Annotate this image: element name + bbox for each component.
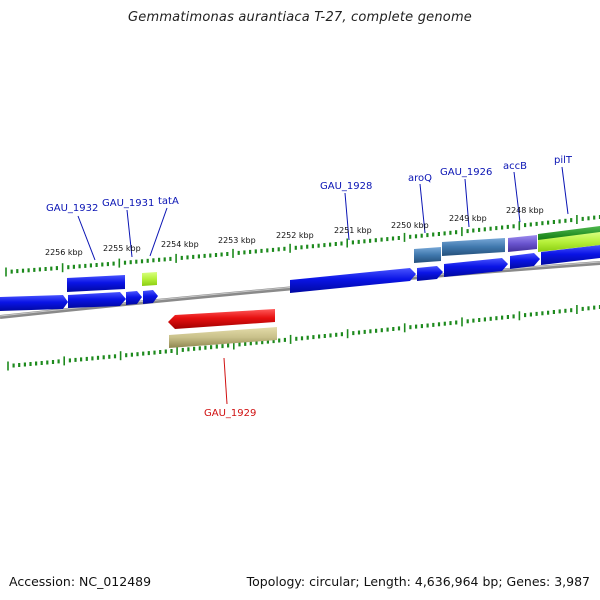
scale-ticks-lower	[7, 305, 600, 371]
accession-text: Accession: NC_012489	[9, 574, 152, 589]
forward-strand-genes	[0, 226, 600, 311]
gene-arrow[interactable]	[510, 253, 540, 269]
callout-line	[419, 183, 426, 234]
callout-line	[513, 171, 521, 223]
gene-label-accb[interactable]: accB	[503, 161, 527, 172]
gene-arrow[interactable]	[290, 268, 416, 293]
gene-box[interactable]	[442, 238, 505, 256]
gene-arrow[interactable]	[0, 295, 68, 311]
gene-label-tata[interactable]: tatA	[158, 196, 179, 207]
genome-summary-text: Topology: circular; Length: 4,636,964 bp…	[246, 574, 590, 589]
scale-label: 2249 kbp	[449, 214, 487, 223]
gene-label-gau-1928[interactable]: GAU_1928	[320, 181, 372, 192]
gene-label-gau-1932[interactable]: GAU_1932	[46, 203, 98, 214]
callout-line	[126, 209, 133, 258]
scale-labels: 2256 kbp 2255 kbp 2254 kbp 2253 kbp 2252…	[45, 206, 544, 257]
gene-label-gau-1929[interactable]: GAU_1929	[204, 408, 256, 419]
callout-line	[344, 192, 350, 241]
scale-label: 2256 kbp	[45, 248, 83, 257]
gene-label-pilt[interactable]: pilT	[554, 155, 573, 166]
gene-box[interactable]	[67, 275, 125, 292]
reverse-strand-genes	[168, 309, 277, 348]
gene-box[interactable]	[508, 235, 537, 252]
gene-label-aroq[interactable]: aroQ	[408, 173, 432, 184]
gene-callouts	[77, 166, 569, 405]
callout-line	[223, 357, 228, 405]
gene-label-gau-1931[interactable]: GAU_1931	[102, 198, 154, 209]
scale-label: 2254 kbp	[161, 240, 199, 249]
gene-label-gau-1926[interactable]: GAU_1926	[440, 167, 492, 178]
gene-arrow[interactable]	[126, 291, 142, 305]
gene-box[interactable]	[142, 272, 157, 286]
gene-arrow[interactable]	[68, 292, 126, 308]
scale-label: 2248 kbp	[506, 206, 544, 215]
scale-label: 2250 kbp	[391, 221, 429, 230]
gene-arrow[interactable]	[541, 245, 600, 265]
gene-arrow[interactable]	[143, 290, 158, 304]
gene-labels: GAU_1932 GAU_1931 tatA GAU_1928 aroQ GAU…	[46, 155, 573, 419]
gene-arrow-reverse[interactable]	[168, 309, 275, 329]
scale-label: 2255 kbp	[103, 244, 141, 253]
scale-ticks-upper	[5, 215, 600, 277]
callout-line	[561, 166, 569, 215]
gene-arrow[interactable]	[444, 258, 508, 277]
gene-arrow[interactable]	[417, 266, 443, 281]
callout-line	[464, 178, 470, 228]
scale-label: 2252 kbp	[276, 231, 314, 240]
scale-label: 2251 kbp	[334, 226, 372, 235]
page-title: Gemmatimonas aurantiaca T-27, complete g…	[127, 10, 473, 25]
callout-line	[149, 207, 168, 257]
scale-label: 2253 kbp	[218, 236, 256, 245]
callout-line	[77, 215, 96, 261]
gene-box[interactable]	[414, 247, 441, 263]
gene-box[interactable]	[538, 232, 600, 252]
gene-box-reverse[interactable]	[169, 327, 277, 348]
